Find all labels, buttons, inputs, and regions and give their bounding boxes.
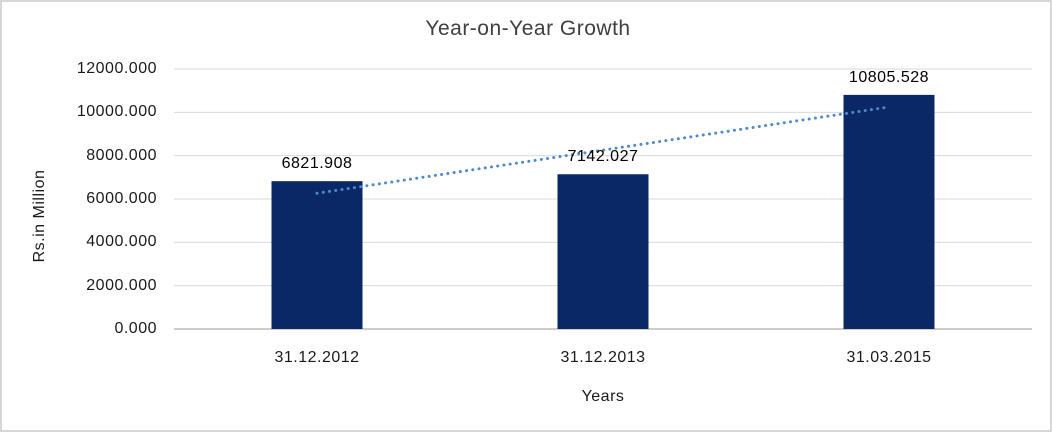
y-tick-label: 4000.000 [86, 233, 157, 251]
y-tick-label: 6000.000 [86, 190, 157, 207]
bar [557, 174, 649, 329]
y-tick-label: 0.000 [114, 320, 157, 337]
x-axis-title: Years [581, 388, 625, 405]
chart-title: Year-on-Year Growth [425, 17, 631, 40]
trendline [315, 105, 891, 195]
data-label: 6821.908 [281, 155, 353, 173]
y-tick-label: 8000.000 [86, 146, 157, 164]
y-tick-label: 12000.000 [76, 60, 157, 77]
data-label: 10805.528 [848, 68, 930, 86]
category-label: 31.03.2015 [846, 349, 932, 366]
y-tick-label: 10000.000 [76, 103, 157, 121]
bar [271, 181, 363, 329]
category-label: 31.12.2013 [560, 349, 646, 366]
y-tick-label: 2000.000 [86, 276, 157, 294]
bar [843, 94, 935, 330]
data-label: 7142.027 [567, 148, 639, 166]
category-label: 31.12.2012 [274, 349, 360, 366]
